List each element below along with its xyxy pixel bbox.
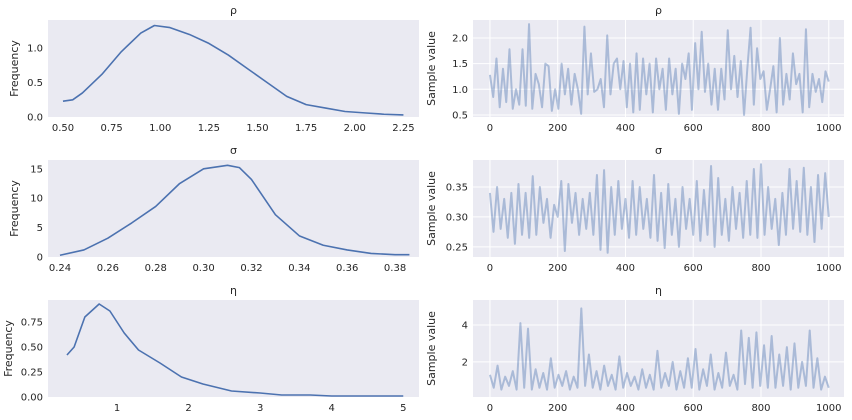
y-tick-label: 0.35 xyxy=(446,182,468,193)
x-tick-label: 1000 xyxy=(816,263,841,274)
x-tick-label: 800 xyxy=(751,263,770,274)
trace-line xyxy=(488,163,830,254)
x-tick-label: 0.26 xyxy=(97,263,119,274)
x-tick-label: 200 xyxy=(548,263,567,274)
y-tick-label: 1.0 xyxy=(452,85,468,96)
y-tick-label: 2.0 xyxy=(452,33,468,44)
subplot-trace-1: 0 200 400 600 800 1000 0.25 0.30 0.35 σ Sample val… xyxy=(425,144,844,274)
kde-line xyxy=(59,164,410,257)
subplot-title: ρ xyxy=(230,4,237,17)
x-tick-label: 5 xyxy=(400,403,406,414)
subplot-trace-0: 0 200 400 600 800 1000 0.5 1.0 1.5 2.0 ρ Sample val… xyxy=(425,4,844,134)
y-tick-label: 1.5 xyxy=(452,59,468,70)
trace-line xyxy=(488,23,830,116)
subplot-kde-1: 0.24 0.26 0.28 0.30 0.32 0.34 0.36 0.38 0 5 10 15 σ F… xyxy=(8,144,419,274)
plot-area xyxy=(473,300,844,397)
y-tick-label: 15 xyxy=(30,164,43,175)
x-tick-label: 4 xyxy=(329,403,335,414)
kde-line xyxy=(66,303,404,397)
x-tick-label: 200 xyxy=(548,403,567,414)
plot-area xyxy=(48,160,419,257)
y-tick-label: 1.0 xyxy=(27,44,43,55)
x-tick-label: 3 xyxy=(257,403,263,414)
y-axis-label: Frequency xyxy=(8,40,21,97)
y-tick-label: 0.25 xyxy=(446,242,468,253)
x-tick-label: 1.50 xyxy=(246,123,268,134)
subplot-kde-0: 0.50 0.75 1.00 1.25 1.50 1.75 2.00 2.25 0.0 0.5 1.… xyxy=(8,4,419,134)
x-tick-label: 0.34 xyxy=(288,263,310,274)
subplot-title: σ xyxy=(655,144,662,157)
x-tick-label: 0.32 xyxy=(240,263,262,274)
y-tick-label: 10 xyxy=(30,194,43,205)
subplot-title: η xyxy=(230,284,237,297)
x-tick-label: 600 xyxy=(684,263,703,274)
y-tick-label: 4 xyxy=(462,320,468,331)
y-axis-label: Frequency xyxy=(2,320,15,377)
x-tick-label: 1000 xyxy=(816,123,841,134)
y-axis-label: Sample value xyxy=(425,31,438,106)
x-tick-label: 0.75 xyxy=(100,123,122,134)
x-tick-label: 200 xyxy=(548,123,567,134)
x-tick-label: 0 xyxy=(487,263,493,274)
x-tick-label: 600 xyxy=(684,123,703,134)
plot-area xyxy=(48,300,419,397)
plot-area xyxy=(48,20,419,117)
subplot-title: η xyxy=(655,284,662,297)
y-tick-label: 0.30 xyxy=(446,212,468,223)
x-tick-label: 600 xyxy=(684,403,703,414)
y-axis-label: Sample value xyxy=(425,171,438,246)
subplot-trace-2: 0 200 400 600 800 1000 2 4 η Sample value xyxy=(425,284,844,414)
y-tick-label: 0.5 xyxy=(27,78,43,89)
y-tick-label: 2 xyxy=(462,357,468,368)
y-tick-label: 0.75 xyxy=(21,318,43,329)
x-tick-label: 1 xyxy=(114,403,120,414)
subplot-title: σ xyxy=(230,144,237,157)
x-tick-label: 0.24 xyxy=(49,263,71,274)
x-tick-label: 0.50 xyxy=(52,123,74,134)
x-tick-label: 400 xyxy=(616,263,635,274)
x-tick-label: 1.75 xyxy=(295,123,317,134)
x-tick-label: 0.28 xyxy=(145,263,167,274)
subplot-title: ρ xyxy=(655,4,662,17)
x-tick-label: 0.38 xyxy=(384,263,406,274)
y-tick-label: 0.00 xyxy=(21,393,43,404)
x-tick-label: 2.25 xyxy=(392,123,414,134)
y-tick-label: 0.5 xyxy=(452,110,468,121)
y-tick-label: 0.25 xyxy=(21,368,43,379)
x-tick-label: 1.00 xyxy=(149,123,171,134)
x-tick-label: 400 xyxy=(616,123,635,134)
x-tick-label: 0 xyxy=(487,403,493,414)
x-tick-label: 1000 xyxy=(816,403,841,414)
x-tick-label: 0.30 xyxy=(192,263,214,274)
y-axis-label: Sample value xyxy=(425,311,438,386)
y-tick-label: 0.0 xyxy=(27,113,43,124)
y-tick-label: 0 xyxy=(37,253,43,264)
x-tick-label: 2 xyxy=(185,403,191,414)
plot-area xyxy=(473,20,844,117)
trace-line xyxy=(488,307,830,391)
y-tick-label: 5 xyxy=(37,223,43,234)
y-axis-label: Frequency xyxy=(8,180,21,237)
x-tick-label: 1.25 xyxy=(198,123,220,134)
plot-area xyxy=(473,160,844,257)
y-tick-label: 0.50 xyxy=(21,343,43,354)
x-tick-label: 2.00 xyxy=(344,123,366,134)
x-tick-label: 800 xyxy=(751,403,770,414)
x-tick-label: 0.36 xyxy=(336,263,358,274)
x-tick-label: 800 xyxy=(751,123,770,134)
x-tick-label: 0 xyxy=(487,123,493,134)
subplot-kde-2: 1 2 3 4 5 0.00 0.25 0.50 0.75 η Frequency xyxy=(2,284,419,414)
kde-line xyxy=(62,24,404,116)
x-tick-label: 400 xyxy=(616,403,635,414)
